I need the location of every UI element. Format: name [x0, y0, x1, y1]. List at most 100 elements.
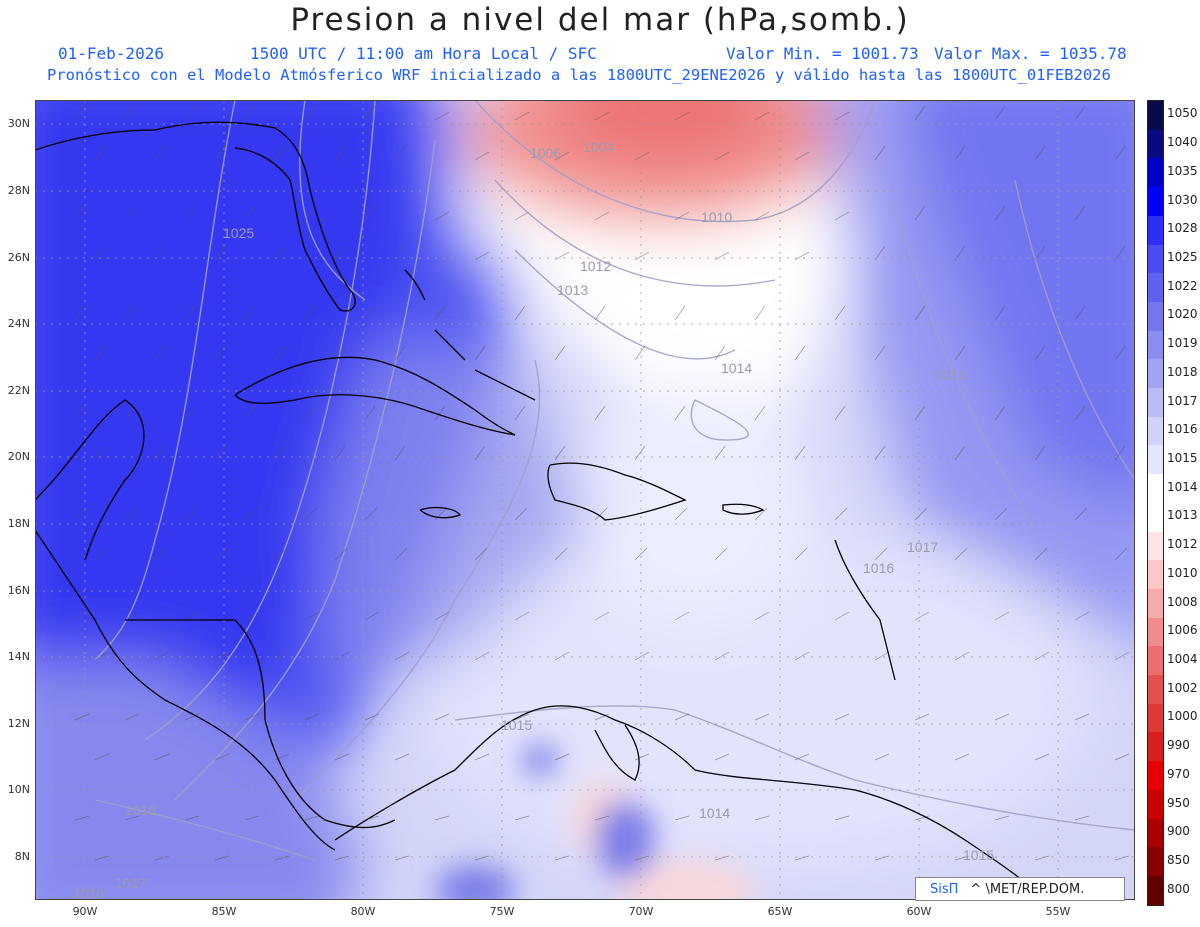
- colorbar-segment: [1148, 273, 1163, 302]
- coast-central-america-west: [35, 529, 336, 851]
- colorbar-label: 1016: [1167, 422, 1198, 437]
- lon-tick: 60W: [906, 905, 932, 918]
- pink-patch-2: [615, 860, 755, 900]
- lat-tick: 20N: [7, 450, 30, 463]
- colorbar-segment: [1148, 474, 1163, 503]
- isobar-1018: [144, 100, 376, 741]
- colorbar-segment: [1148, 502, 1163, 532]
- map-title: Presion a nivel del mar (hPa,somb.): [290, 2, 910, 38]
- isobar-1010: [474, 100, 876, 223]
- lat-tick: 10N: [7, 783, 30, 796]
- colorbar-label: 800: [1167, 881, 1190, 896]
- isobar-1012: [494, 179, 776, 287]
- lat-tick: 28N: [7, 184, 30, 197]
- colorbar-label: 990: [1167, 738, 1190, 753]
- contour-label: 1012: [580, 258, 611, 274]
- colorbar-segment: [1148, 330, 1163, 360]
- contour-label: 1013: [557, 282, 588, 298]
- contour-label: 1016: [863, 560, 894, 576]
- colorbar-label: 1000: [1167, 709, 1198, 724]
- blue-patch-sierra: [522, 744, 558, 776]
- colorbar-segment: [1148, 416, 1163, 446]
- contour-label: 1004: [583, 139, 614, 155]
- contour-label: 1016: [935, 367, 966, 383]
- lon-tick: 80W: [350, 905, 376, 918]
- pressure-colorbar: [1147, 100, 1164, 906]
- lon-tick: 70W: [628, 905, 654, 918]
- coast-puerto-rico: [722, 503, 765, 515]
- isobar-1016: [174, 139, 436, 801]
- contour-label: 1016: [73, 885, 104, 900]
- colorbar-label: 970: [1167, 766, 1190, 781]
- isobar-1013: [514, 249, 736, 360]
- colorbar-label: 1004: [1167, 651, 1198, 666]
- colorbar-segment: [1148, 818, 1163, 848]
- colorbar-label: 1012: [1167, 537, 1198, 552]
- colorbar-segment: [1148, 445, 1163, 475]
- colorbar-segment: [1148, 703, 1163, 733]
- coast-bahamas: [404, 269, 536, 401]
- lat-tick: 22N: [7, 384, 30, 397]
- blue-patch-andes: [595, 800, 655, 880]
- coast-yucatan: [35, 399, 145, 561]
- colorbar-label: 1014: [1167, 479, 1198, 494]
- contour-label: 1015: [501, 717, 532, 733]
- credit-logo: SisΠ ^ \MET/REP.DOM.: [915, 877, 1125, 901]
- high-pressure-east-outer: [821, 100, 1135, 639]
- lat-tick: 8N: [14, 850, 30, 863]
- colorbar-segment: [1148, 215, 1163, 245]
- coast-central-america-east: [125, 619, 396, 829]
- contour-label: 1015: [963, 847, 994, 863]
- isobar-1014: [294, 359, 541, 801]
- colorbar-segment: [1148, 675, 1163, 704]
- coast-gulf: [35, 129, 156, 151]
- colorbar-segment: [1148, 875, 1163, 905]
- colorbar-segment: [1148, 588, 1163, 618]
- pressure-band-south: [35, 660, 365, 900]
- coast-lake-maracaibo: [594, 724, 640, 781]
- colorbar-label: 1022: [1167, 278, 1198, 293]
- colorbar-label: 1010: [1167, 565, 1198, 580]
- isobar-1014-loop: [690, 399, 750, 441]
- colorbar-segment: [1148, 732, 1163, 762]
- colorbar-segment: [1148, 244, 1163, 274]
- lon-tick: 55W: [1045, 905, 1071, 918]
- colorbar-segment: [1148, 301, 1163, 331]
- colorbar-segment: [1148, 646, 1163, 676]
- lon-tick: 85W: [211, 905, 237, 918]
- colorbar-label: 1002: [1167, 680, 1198, 695]
- colorbar-segment: [1148, 789, 1163, 819]
- colorbar-label: 1017: [1167, 393, 1198, 408]
- colorbar-label: 1015: [1167, 450, 1198, 465]
- colorbar-label: 900: [1167, 824, 1190, 839]
- colorbar-segment: [1148, 158, 1163, 188]
- colorbar-label: 1008: [1167, 594, 1198, 609]
- coast-lesser-antilles: [834, 539, 896, 681]
- contour-label: 1006: [530, 145, 561, 161]
- colorbar-label: 1013: [1167, 508, 1198, 523]
- isobar-1016-east: [894, 199, 1036, 531]
- colorbar-label: 1020: [1167, 307, 1198, 322]
- low-pressure-core: [555, 100, 775, 155]
- isobar-1022: [298, 100, 366, 301]
- lat-tick: 16N: [7, 584, 30, 597]
- isobar-1025: [94, 100, 236, 661]
- credit-text: ^ \MET/REP.DOM.: [970, 881, 1085, 897]
- colorbar-segment: [1148, 388, 1163, 417]
- blue-patch-south: [435, 865, 515, 900]
- lat-tick: 26N: [7, 251, 30, 264]
- lat-tick: 14N: [7, 650, 30, 663]
- colorbar-label: 1006: [1167, 623, 1198, 638]
- contour-label: 1010: [701, 209, 732, 225]
- colorbar-segment: [1148, 847, 1163, 876]
- min-value: Valor Min. = 1001.73: [726, 44, 919, 63]
- colorbar-segment: [1148, 129, 1163, 159]
- model-description: Pronóstico con el Modelo Atmósferico WRF…: [47, 66, 1111, 84]
- lat-tick: 18N: [7, 517, 30, 530]
- colorbar-segment: [1148, 531, 1163, 561]
- lat-tick: 30N: [7, 117, 30, 130]
- colorbar-label: 950: [1167, 795, 1190, 810]
- contour-label: 1017: [115, 875, 146, 891]
- colorbar-label: 850: [1167, 852, 1190, 867]
- colorbar-label: 1050: [1167, 106, 1198, 121]
